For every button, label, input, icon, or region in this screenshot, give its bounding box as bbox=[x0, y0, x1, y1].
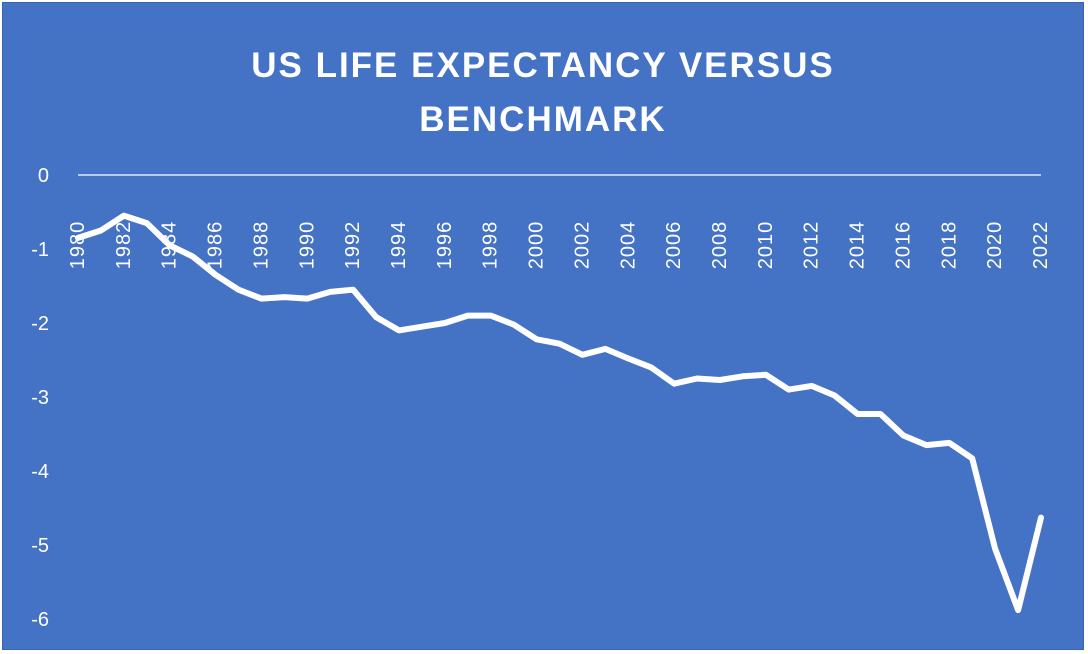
x-tick-label: 2000 bbox=[526, 221, 548, 270]
x-tick-label: 1996 bbox=[434, 221, 456, 270]
chart-title: US LIFE EXPECTANCY VERSUS BENCHMARK bbox=[3, 39, 1083, 147]
x-tick-label: 1988 bbox=[250, 221, 272, 270]
x-tick-label: 1982 bbox=[113, 221, 135, 270]
y-tick-label: -6 bbox=[31, 609, 49, 631]
x-tick-label: 2016 bbox=[892, 221, 914, 270]
x-tick-label: 1994 bbox=[388, 221, 410, 270]
x-tick-label: 2004 bbox=[617, 221, 639, 270]
x-tick-label: 2014 bbox=[847, 221, 869, 270]
x-tick-label: 1980 bbox=[67, 221, 89, 270]
chart-title-line-2: BENCHMARK bbox=[419, 100, 667, 139]
chart-title-line-1: US LIFE EXPECTANCY VERSUS bbox=[251, 46, 835, 85]
x-tick-label: 1992 bbox=[342, 221, 364, 270]
x-tick-label: 2018 bbox=[938, 221, 960, 270]
x-tick-label: 2006 bbox=[663, 221, 685, 270]
x-tick-label: 2002 bbox=[571, 221, 593, 270]
y-tick-label: -5 bbox=[31, 535, 49, 557]
y-tick-label: -3 bbox=[31, 387, 49, 409]
y-tick-label: -1 bbox=[31, 239, 49, 261]
x-tick-label: 1990 bbox=[296, 221, 318, 270]
series-line bbox=[75, 212, 1044, 614]
y-tick-label: -2 bbox=[31, 313, 49, 335]
x-tick-label: 1986 bbox=[205, 221, 227, 270]
x-tick-label: 2022 bbox=[1030, 221, 1052, 270]
y-tick-label: -4 bbox=[31, 461, 49, 483]
y-tick-label: 0 bbox=[38, 165, 49, 187]
x-tick-label: 1998 bbox=[480, 221, 502, 270]
x-tick-label: 2008 bbox=[709, 221, 731, 270]
x-tick-label: 2020 bbox=[984, 221, 1006, 270]
x-tick-label: 2010 bbox=[755, 221, 777, 270]
x-tick-label: 2012 bbox=[801, 221, 823, 270]
